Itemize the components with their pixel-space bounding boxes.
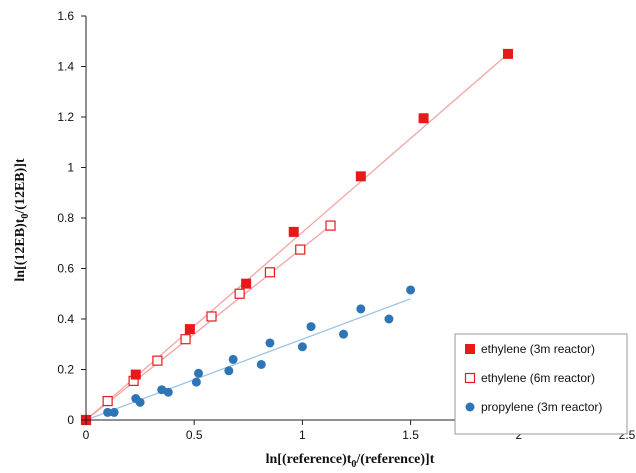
legend-marker-propylene-3m-reactor [465,402,475,412]
data-point-ethylene-3m-reactor [241,278,252,289]
data-point-propylene-3m-reactor [103,407,113,417]
data-point-propylene-3m-reactor [109,407,119,417]
data-point-propylene-3m-reactor [256,359,266,369]
data-point-propylene-3m-reactor [356,304,366,314]
y-axis-title-base: ln[(12EB)t [13,218,28,281]
data-point-ethylene-6m-reactor [325,220,336,231]
trendlines [85,53,509,421]
legend-entries: ethylene (3m reactor) ethylene (6m reacto… [464,342,602,414]
data-point-propylene-3m-reactor [163,387,173,397]
x-tick-label: 1.5 [402,428,419,442]
legend-label-ethylene-3m-reactor: ethylene (3m reactor) [481,342,595,356]
data-point-propylene-3m-reactor [191,377,201,387]
legend-label-ethylene-6m-reactor: ethylene (6m reactor) [481,371,595,385]
y-axis-title-rest: /(12EB)]t [13,158,28,215]
data-point-propylene-3m-reactor [228,354,238,364]
legend-label-propylene-3m-reactor: propylene (3m reactor) [481,400,602,414]
x-axis-title-base: ln[(reference)t [266,452,352,467]
data-point-ethylene-6m-reactor [206,311,217,322]
data-point-propylene-3m-reactor [339,329,349,339]
legend-marker-ethylene-3m-reactor [465,344,475,354]
x-axis-title-subscript: 0 [351,459,356,470]
data-point-ethylene-3m-reactor [355,171,366,182]
data-point-propylene-3m-reactor [406,285,416,295]
y-tick-label: 1.2 [57,110,74,124]
data-point-propylene-3m-reactor [135,397,145,407]
data-point-ethylene-6m-reactor [180,334,191,345]
y-axis-title: ln[(12EB)t0/(12EB)]t [13,158,31,282]
data-point-propylene-3m-reactor [297,342,307,352]
legend: ethylene (3m reactor) ethylene (6m reacto… [454,333,628,435]
y-tick-label: 1.6 [57,9,74,23]
trendline-ethylene-6m-reactor [85,225,331,421]
y-tick-label: 0.4 [57,312,74,326]
data-point-ethylene-3m-reactor [288,226,299,237]
data-point-propylene-3m-reactor [265,338,275,348]
y-tick-label: 0.2 [57,363,74,377]
data-point-ethylene-3m-reactor [418,113,429,124]
x-axis-title-rest: /(reference)]t [355,452,434,467]
data-point-propylene-3m-reactor [194,368,204,378]
y-tick-label: 0.6 [57,262,74,276]
data-point-ethylene-6m-reactor [102,395,113,407]
data-point-ethylene-3m-reactor [184,324,195,335]
y-tick-label: 1.4 [57,60,74,74]
x-axis-title: ln[(reference)t0/(reference)]t [266,452,435,470]
data-point-ethylene-6m-reactor [152,355,163,366]
data-point-ethylene-3m-reactor [130,369,141,380]
data-point-propylene-3m-reactor [384,314,394,324]
x-tick-label: 2 [515,428,522,442]
x-tick-label: 0.5 [186,428,203,442]
y-tick-label: 0 [67,413,74,427]
y-tick-label: 1 [67,161,74,175]
data-point-ethylene-6m-reactor [234,288,245,299]
legend-box [454,333,628,435]
x-tick-label: 0 [83,428,90,442]
data-point-propylene-3m-reactor [224,366,234,376]
y-axis-ticks: 0 0.2 0.4 0.6 0.8 1 1.2 1.4 1.6 [57,9,86,427]
y-tick-label: 0.8 [57,211,74,225]
data-point-ethylene-3m-reactor [502,48,513,59]
data-point-ethylene-6m-reactor [295,244,306,255]
data-point-ethylene-6m-reactor [264,267,276,278]
x-tick-label: 1 [299,428,306,442]
legend-marker-ethylene-6m-reactor [464,372,476,384]
y-axis-title-subscript: 0 [20,214,31,219]
data-point-propylene-3m-reactor [306,322,316,332]
trendline-ethylene-3m-reactor [85,53,509,421]
